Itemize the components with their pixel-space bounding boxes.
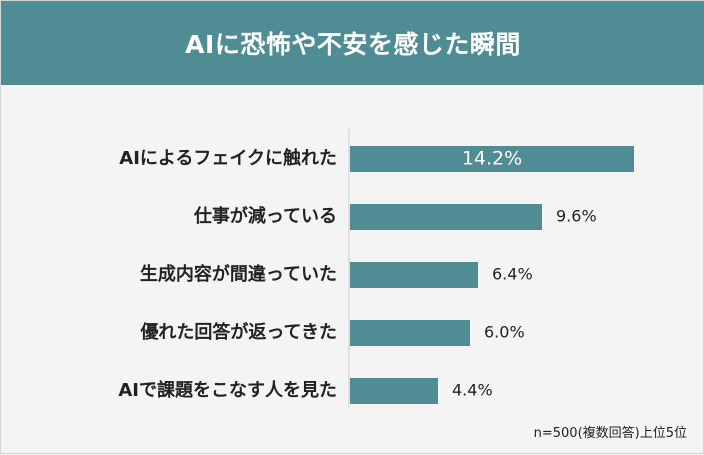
category-label: AIによるフェイクに触れた [119, 147, 337, 169]
chart-title: AIに恐怖や不安を感じた瞬間 [185, 30, 521, 59]
value-label: 14.2% [462, 148, 522, 170]
category-label: 優れた回答が返ってきた [139, 321, 337, 343]
category-label: 生成内容が間違っていた [140, 263, 337, 285]
value-label: 6.0% [484, 323, 525, 342]
bar [350, 146, 634, 172]
value-label: 4.4% [452, 381, 493, 400]
bar [350, 320, 470, 346]
chart-header: AIに恐怖や不安を感じた瞬間 [1, 1, 704, 85]
value-label: 6.4% [492, 265, 533, 284]
category-label: 仕事が減っている [193, 205, 337, 227]
bar [350, 204, 542, 230]
bar [350, 262, 478, 288]
bar [350, 378, 438, 404]
sample-note: n=500(複数回答)上位5位 [533, 426, 687, 441]
value-label: 9.6% [556, 207, 597, 226]
category-label: AIで課題をこなす人を見た [118, 379, 337, 401]
